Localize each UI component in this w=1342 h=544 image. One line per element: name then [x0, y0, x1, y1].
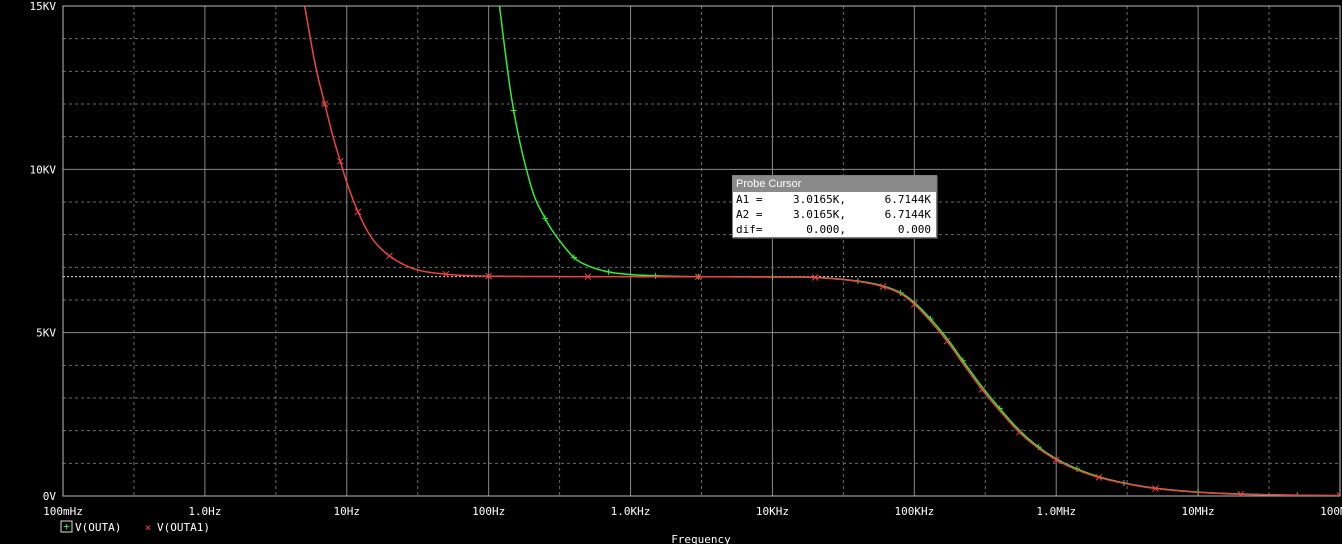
x-tick-label: 1.0Hz — [188, 505, 221, 518]
legend-symbol: × — [145, 521, 152, 534]
x-tick-label: 100mHz — [43, 505, 83, 518]
series-marker — [978, 386, 986, 393]
probe-cursor-title[interactable]: Probe Cursor — [733, 176, 936, 192]
y-tick-label: 5KV — [36, 327, 56, 340]
series-marker — [910, 300, 918, 308]
x-axis-label: Frequency — [671, 533, 731, 544]
probe-row-y: 6.7144K — [884, 208, 931, 221]
x-tick-label: 100KHz — [894, 505, 934, 518]
series-marker — [1016, 428, 1023, 436]
y-tick-label: 15KV — [30, 0, 57, 13]
series-marker — [354, 208, 362, 216]
series-marker — [943, 337, 951, 345]
series-marker — [811, 274, 819, 281]
probe-row-label: dif= — [736, 223, 763, 236]
series-marker — [1095, 474, 1103, 481]
series-v-outa1 — [303, 6, 1340, 496]
x-tick-label: 10KHz — [756, 505, 789, 518]
probe-row-x: 3.0165K, — [793, 208, 846, 221]
x-tick-label: 10MHz — [1182, 505, 1215, 518]
series-marker — [336, 157, 344, 165]
series-marker — [321, 100, 329, 108]
legend-label: V(OUTA1) — [157, 521, 210, 534]
series-marker — [1052, 456, 1060, 464]
probe-row-label: A2 = — [736, 208, 763, 221]
y-axis-ticks: 0V 5KV 10KV 15KV — [30, 0, 57, 503]
probe-row-y: 0.000 — [897, 223, 931, 236]
plot-frame — [62, 5, 1341, 497]
legend-label: V(OUTA) — [75, 521, 121, 534]
probe-row-y: 6.7144K — [884, 193, 931, 206]
series-marker — [605, 268, 612, 275]
probe-row-x: 3.0165K, — [793, 193, 846, 206]
series-marker — [1336, 492, 1340, 496]
x-tick-label: 1.0MHz — [1036, 505, 1076, 518]
series-marker — [542, 215, 549, 222]
series-marker — [386, 252, 393, 260]
series-marker — [510, 107, 517, 114]
series-layer — [303, 6, 1340, 496]
probe-row-a2: A2 = 3.0165K, 6.7144K — [733, 207, 936, 222]
x-tick-label: 100MHz — [1320, 505, 1342, 518]
probe-row-dif: dif= 0.000, 0.000 — [733, 222, 936, 237]
series-marker — [485, 272, 493, 280]
legend: + V(OUTA) × V(OUTA1) — [60, 520, 210, 534]
legend-symbol: + — [63, 520, 70, 533]
series-marker — [584, 273, 592, 280]
y-tick-label: 10KV — [30, 163, 57, 176]
legend-item-v-outa1: × V(OUTA1) — [145, 521, 210, 534]
series-marker — [442, 270, 450, 278]
legend-box — [60, 520, 73, 533]
series-marker — [1152, 485, 1159, 492]
series-marker — [571, 254, 578, 261]
x-axis-ticks: 100mHz 1.0Hz 10Hz 100Hz 1.0KHz 10KHz 100KHz 1.0… — [43, 505, 1342, 518]
probe-row-label: A1 = — [736, 193, 763, 206]
x-tick-label: 10Hz — [334, 505, 361, 518]
series-marker — [652, 272, 659, 279]
probe-cursor-window[interactable]: Probe Cursor A1 = 3.0165K, 6.7144K A2 = … — [732, 175, 937, 238]
series-marker — [879, 283, 887, 290]
plot-border — [62, 5, 1341, 497]
probe-row-x: 0.000, — [806, 223, 846, 236]
series-marker — [1237, 490, 1245, 496]
x-tick-label: 1.0KHz — [611, 505, 651, 518]
probe-row-a1: A1 = 3.0165K, 6.7144K — [733, 192, 936, 207]
legend-item-v-outa: + V(OUTA) — [60, 520, 121, 534]
series-marker — [694, 273, 702, 281]
x-tick-label: 100Hz — [472, 505, 505, 518]
y-tick-label: 0V — [43, 490, 57, 503]
series-line — [303, 6, 1340, 496]
